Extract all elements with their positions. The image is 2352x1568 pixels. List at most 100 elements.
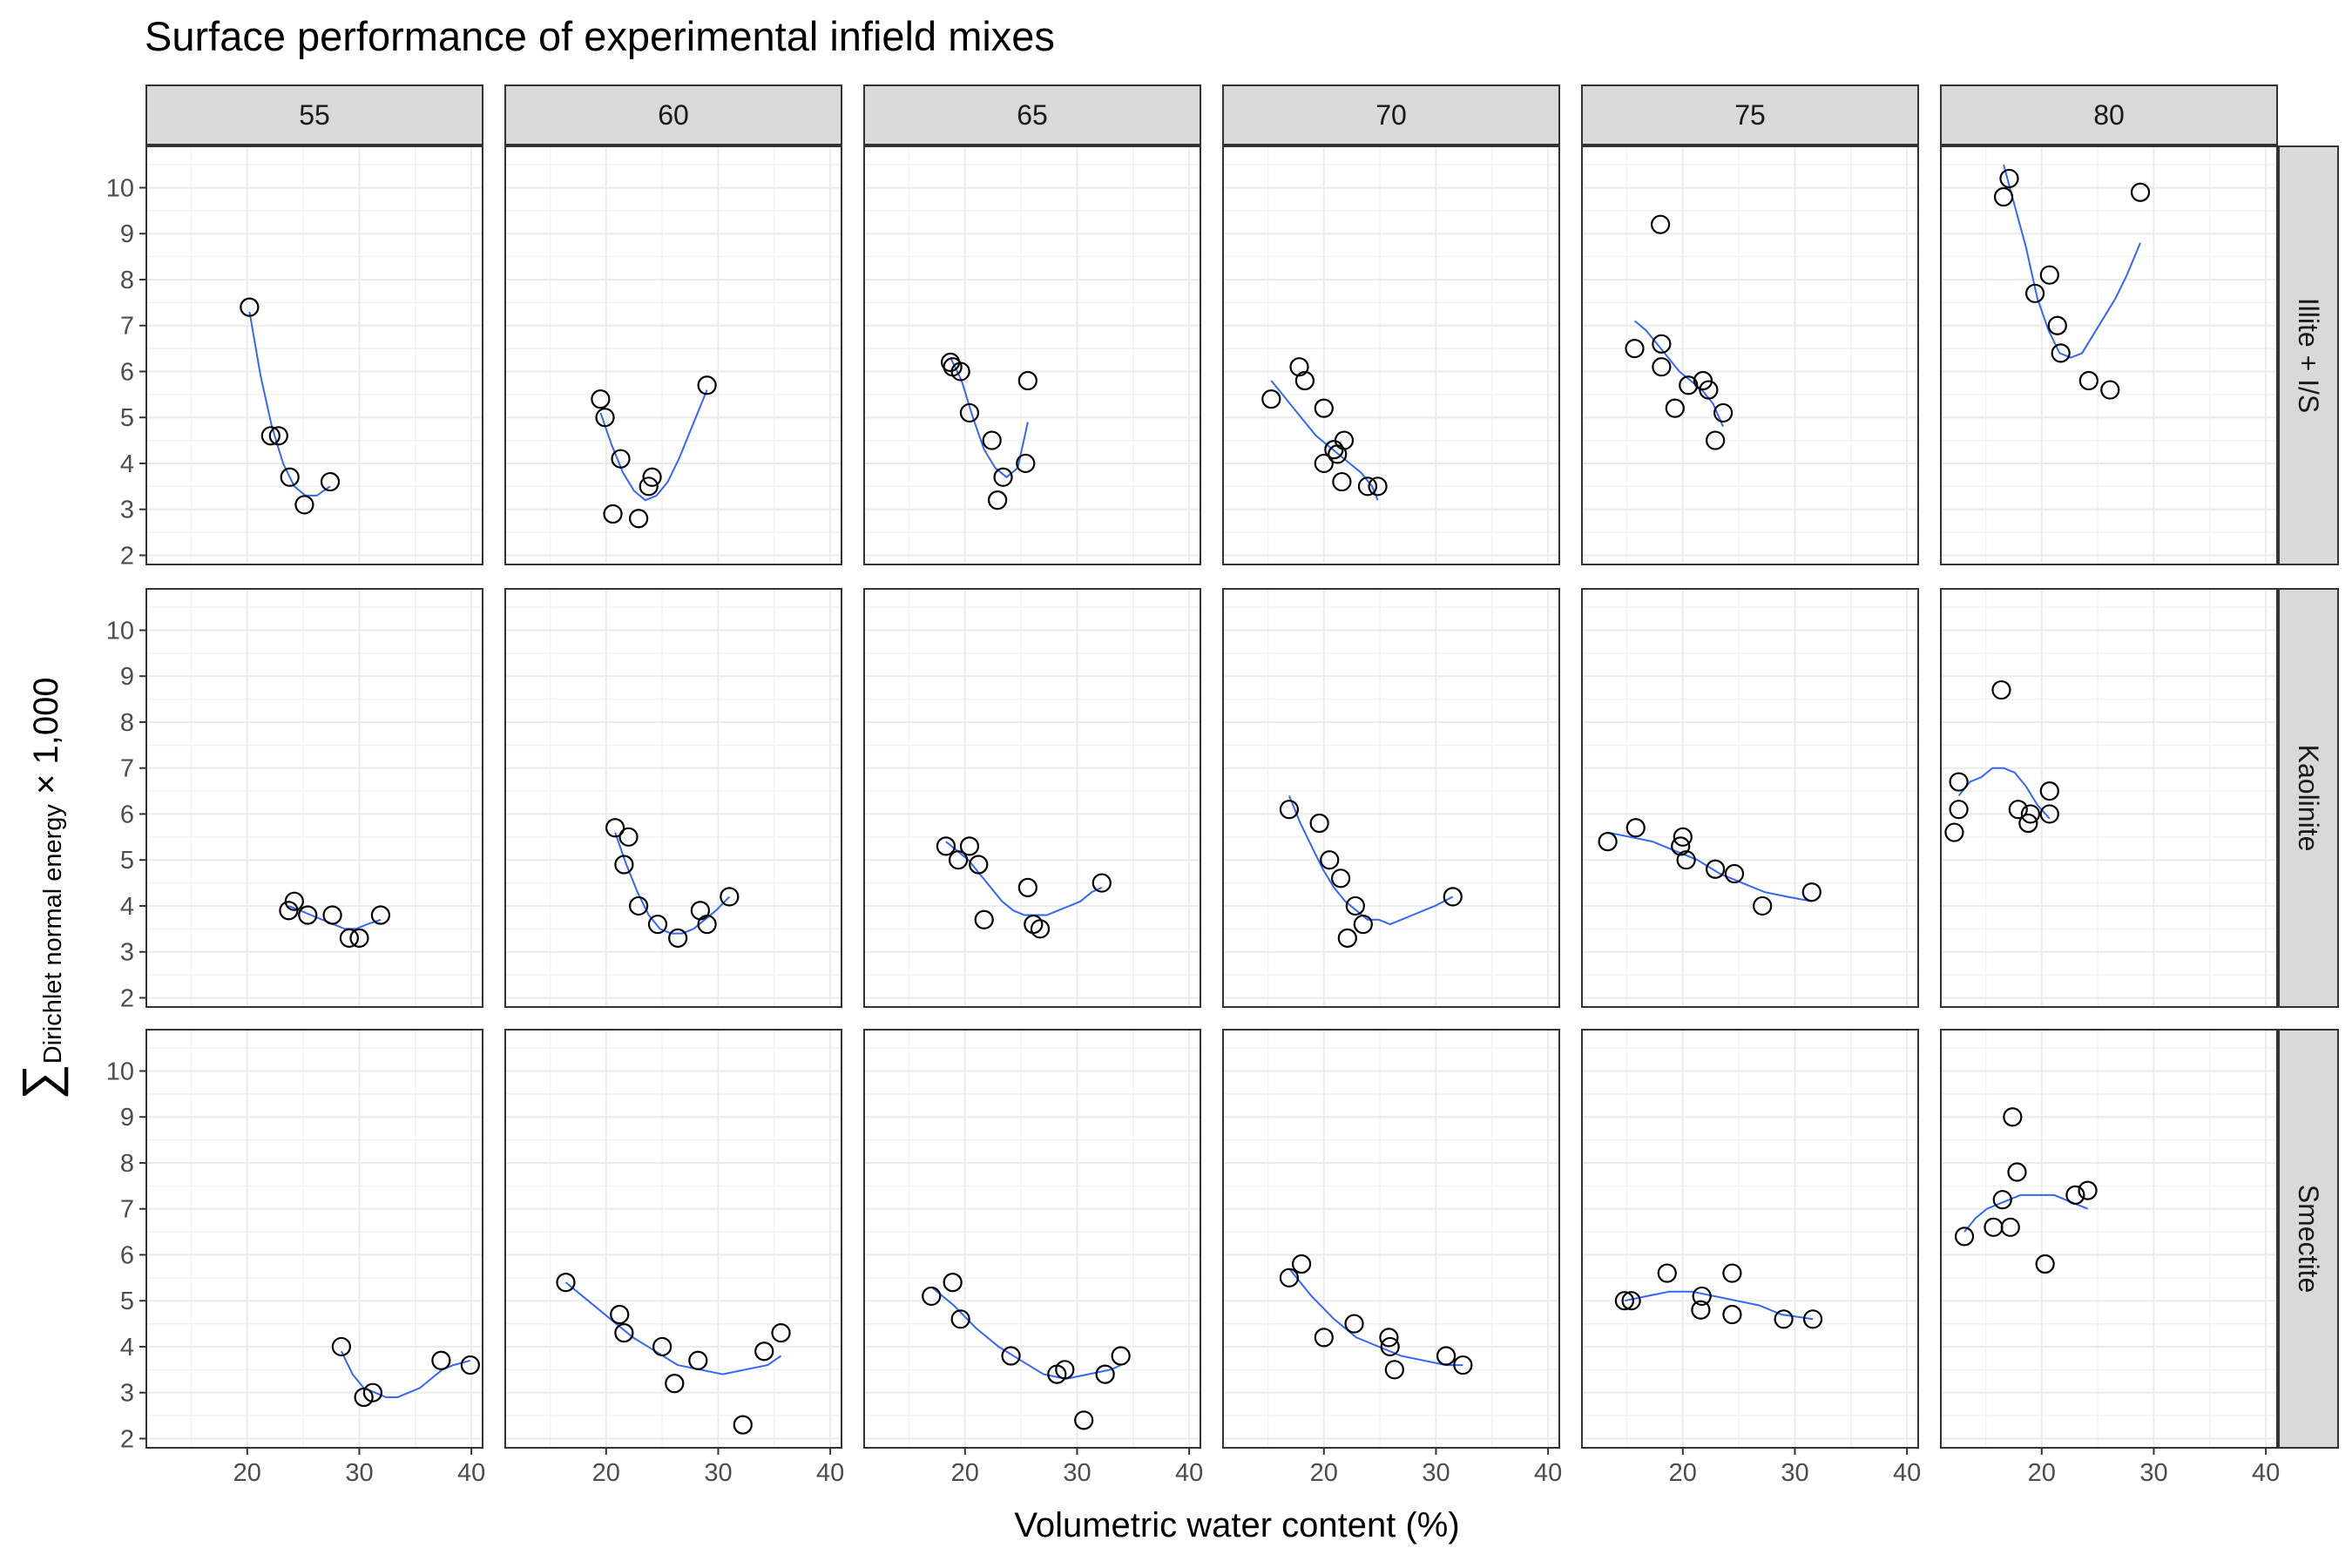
data-point	[610, 1304, 630, 1325]
data-point	[1074, 1410, 1094, 1430]
panel-border	[1222, 145, 1560, 565]
smooth-fit-line	[1288, 1267, 1463, 1367]
y-tick-label: 4	[120, 450, 134, 478]
y-tick-label: 9	[120, 663, 134, 691]
data-point	[2035, 1254, 2055, 1274]
x-tick-label: 30	[1063, 1459, 1091, 1487]
y-axis-title: ∑Dirichlet normal energy × 1,000	[12, 677, 69, 1099]
smooth-fit-line	[599, 389, 708, 502]
data-point	[1598, 832, 1618, 852]
data-point	[614, 855, 634, 875]
panel-border	[1581, 588, 1919, 1008]
panel-background	[505, 146, 841, 564]
data-point	[1314, 453, 1334, 474]
data-point	[2024, 283, 2045, 303]
panel-border	[1222, 1029, 1560, 1449]
facet-panel	[1581, 588, 1919, 1008]
data-point	[1294, 370, 1315, 391]
data-point	[665, 1374, 685, 1394]
smooth-fit-line	[1607, 831, 1812, 902]
data-point	[1314, 398, 1334, 418]
y-tick-label: 5	[120, 1288, 134, 1315]
column-strip-label: 70	[1375, 99, 1407, 131]
data-point	[1724, 863, 1745, 884]
data-point	[1379, 1328, 1399, 1348]
data-point	[943, 1273, 963, 1293]
data-point	[720, 887, 740, 907]
data-point	[936, 836, 956, 856]
y-tick-label: 8	[120, 267, 134, 294]
panel-border	[1940, 1029, 2278, 1449]
data-point	[2007, 1162, 2027, 1182]
y-tick-label: 6	[120, 1241, 134, 1269]
data-point	[1384, 1360, 1404, 1380]
panel-background	[1941, 589, 2277, 1007]
data-point	[2003, 1107, 2023, 1127]
smooth-fit-line	[564, 1281, 782, 1375]
data-point	[642, 467, 662, 487]
facet-panel	[1222, 588, 1560, 1008]
panel-border	[504, 145, 842, 565]
data-point	[605, 818, 625, 838]
facet-panel: 2 3 4 5 6 7 8 9 10	[106, 145, 483, 570]
data-point	[280, 467, 300, 487]
data-point	[1344, 1314, 1364, 1334]
data-point	[2100, 380, 2120, 400]
data-point	[1706, 430, 1726, 450]
panel-background	[1941, 146, 2277, 564]
data-point	[1443, 887, 1463, 907]
y-axis-title-suffix: × 1,000	[27, 677, 65, 804]
data-point	[1713, 402, 1734, 423]
facet-panel	[863, 145, 1201, 565]
smooth-fit-line	[1963, 1193, 2088, 1233]
data-point	[1991, 679, 2011, 700]
column-strip-label: 80	[2093, 99, 2125, 131]
data-point	[1095, 1364, 1115, 1384]
data-point	[1992, 1190, 2012, 1210]
panel-background	[505, 589, 841, 1007]
data-point	[1368, 476, 1388, 497]
data-point	[1692, 1286, 1712, 1307]
smooth-fit-line	[950, 357, 1029, 479]
panel-border	[145, 1029, 483, 1449]
smooth-fit-line	[2003, 164, 2141, 359]
data-point	[2065, 1185, 2085, 1205]
panel-border	[863, 145, 1201, 565]
data-point	[339, 928, 359, 948]
data-point	[591, 389, 611, 409]
panel-border	[145, 145, 483, 565]
data-point	[1614, 1291, 1634, 1311]
data-point	[2008, 800, 2028, 820]
data-point	[647, 914, 668, 935]
data-point	[1334, 430, 1355, 450]
column-strip	[1581, 84, 1919, 145]
data-point	[2078, 370, 2099, 391]
x-tick-label: 20	[592, 1459, 620, 1487]
y-tick-label: 10	[106, 1058, 134, 1085]
panel-background	[1223, 1030, 1559, 1448]
data-point	[240, 297, 260, 317]
data-point	[1055, 1360, 1075, 1380]
data-point	[959, 836, 980, 856]
data-point	[1017, 877, 1037, 897]
panel-background	[146, 589, 483, 1007]
y-tick-label: 7	[120, 313, 134, 341]
y-tick-label: 7	[120, 755, 134, 783]
data-point	[362, 1382, 383, 1402]
data-point	[1802, 1309, 1823, 1329]
data-point	[431, 1350, 451, 1370]
data-point	[1625, 818, 1646, 838]
data-point	[922, 1286, 942, 1307]
y-tick-label: 7	[120, 1196, 134, 1224]
data-point	[2051, 343, 2071, 363]
y-tick-label: 9	[120, 1104, 134, 1132]
data-point	[618, 827, 639, 847]
row-strip	[2278, 1029, 2339, 1449]
x-tick-label: 30	[1422, 1459, 1450, 1487]
y-tick-label: 5	[120, 847, 134, 875]
data-point	[1679, 375, 1699, 395]
data-point	[1314, 1328, 1334, 1348]
y-tick-label: 4	[120, 1334, 134, 1362]
data-point	[1671, 836, 1691, 856]
data-point	[993, 467, 1013, 487]
